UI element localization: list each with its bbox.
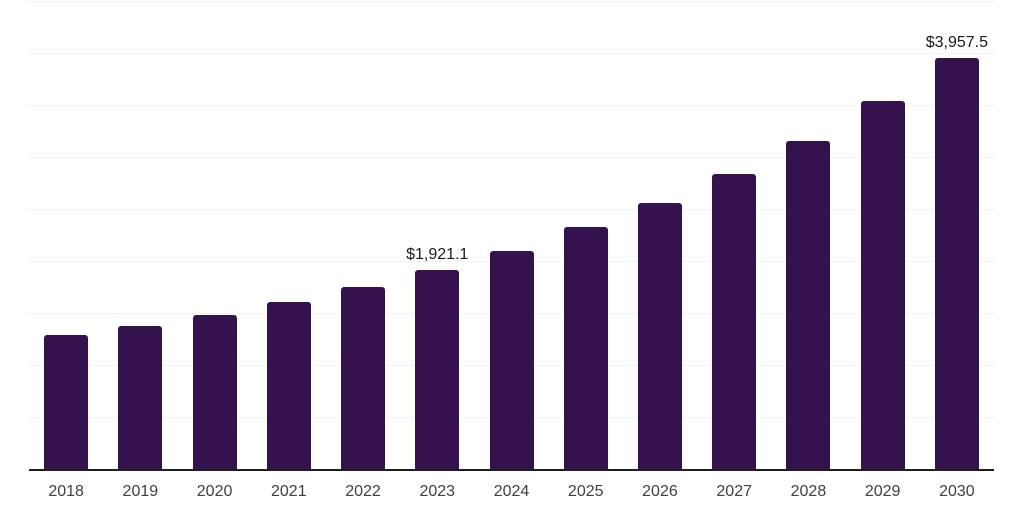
bar-2025 [563, 227, 608, 470]
x-tick-label-2026: 2026 [642, 483, 678, 500]
bar-2028 [786, 140, 831, 470]
gridline-2500 [29, 209, 994, 210]
x-tick-label-2025: 2025 [567, 483, 604, 500]
x-tick-label-2018: 2018 [48, 483, 84, 500]
bar-2029 [860, 101, 905, 470]
x-tick-label-2021: 2021 [271, 483, 307, 500]
x-axis-labels: 2018 2019 2020 2021 2022 2023 2024 2025 2026 2027… [29, 484, 994, 504]
bar-2018 [44, 335, 89, 470]
x-tick-label-2030: 2030 [939, 483, 975, 500]
x-tick-label-2029: 2029 [864, 483, 901, 500]
gridline-4000 [29, 53, 994, 54]
bar-2027 [712, 174, 757, 470]
bar-value-label-2030: $3,957.5 [925, 34, 989, 52]
bar-2024 [489, 250, 534, 470]
gridline-3500 [29, 105, 994, 106]
x-axis-line [29, 469, 994, 471]
x-tick-label-2028: 2028 [790, 483, 827, 500]
x-tick-label-2027: 2027 [716, 483, 752, 500]
gridline-4500 [29, 1, 994, 2]
x-tick-label-2023: 2023 [419, 483, 456, 500]
x-tick-label-2020: 2020 [196, 483, 233, 500]
bar-2021 [266, 302, 311, 470]
gridline-3000 [29, 157, 994, 158]
bar-2026 [637, 202, 682, 470]
bar-2030 [934, 58, 979, 470]
x-tick-label-2019: 2019 [122, 483, 159, 500]
plot-area: $1,921.1 $3,957.5 [29, 1, 994, 471]
bar-2020 [192, 315, 237, 470]
bar-value-label-2023: $1,921.1 [406, 246, 469, 264]
bar-2023 [415, 270, 460, 470]
x-tick-label-2022: 2022 [345, 483, 381, 500]
bar-2019 [118, 325, 163, 470]
x-tick-label-2024: 2024 [493, 483, 530, 500]
bar-2022 [341, 286, 386, 470]
